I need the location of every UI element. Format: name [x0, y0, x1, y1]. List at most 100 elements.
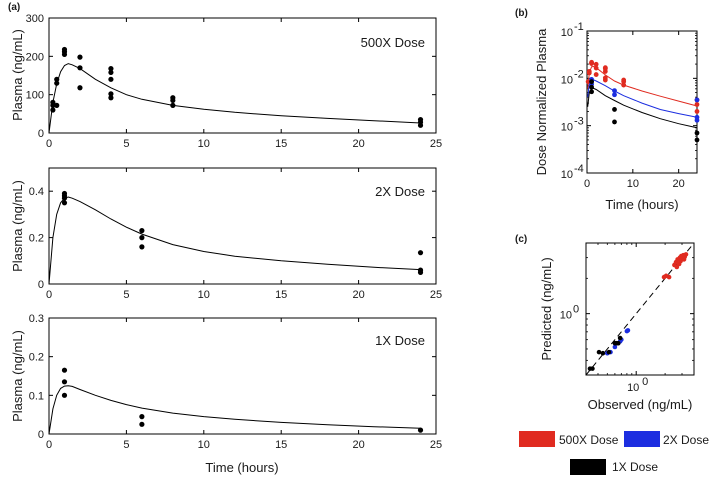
data-point [108, 76, 114, 82]
y-tick-label: 0.2 [29, 352, 44, 364]
model-curve [48, 63, 421, 134]
x-tick-label: 20 [352, 439, 364, 451]
x-tick-label: 0 [46, 289, 52, 301]
data-points [50, 46, 424, 128]
y-tick-label: 0 [38, 429, 44, 441]
data-point [61, 367, 68, 373]
y-tick-label: 200 [26, 51, 44, 63]
y-tick-label-base: 10 [561, 27, 573, 39]
plot-2x-dose: 0 5 10 15 20 25 0 0.2 0.4 2X Dose Plasma (ng/mL… [10, 167, 442, 301]
model-curve-line [48, 385, 421, 435]
data-point [108, 69, 114, 76]
panel-label-c: (c) [515, 234, 527, 245]
data-point-series-0 [593, 61, 599, 67]
data-point [61, 392, 68, 398]
model-curve-line [48, 196, 421, 285]
data-point-series-2 [612, 107, 617, 112]
x-ticks: 0 5 10 15 20 25 [46, 18, 442, 150]
axes-frame [48, 167, 437, 285]
plot-dose-normalized: 0 10 20 10 -410-310-210-1 Dose Normalized P… [534, 21, 700, 212]
x-ticks: 10 0 [585, 243, 695, 394]
x-tick-label: 5 [123, 289, 129, 301]
y-tick-label-exp: 0 [573, 304, 579, 316]
x-tick-label-exp: 0 [642, 376, 648, 388]
dose-annotation: 2X Dose [375, 184, 425, 199]
x-tick-label: 10 [627, 178, 639, 190]
plot-observed-vs-predicted: 10 0 10 0 Predicted (ng/mL) Observed (ng/m… [539, 242, 695, 412]
x-tick-label: 5 [123, 138, 129, 150]
data-point [139, 228, 145, 234]
y-tick-label: 10 -4 [561, 163, 584, 181]
x-tick-label: 15 [275, 138, 287, 150]
model-curve-2 [587, 87, 698, 129]
y-tick-label-base: 10 [561, 122, 573, 134]
model-curve-line [48, 63, 421, 134]
data-point [417, 427, 424, 433]
data-point [77, 85, 83, 91]
data-point-series-2 [615, 340, 621, 346]
legend-item-2x: 2X Dose [624, 431, 709, 447]
x-tick-label: 15 [275, 289, 287, 301]
data-point [108, 95, 114, 101]
axes-frame [48, 317, 437, 435]
data-point [61, 46, 68, 53]
y-ticks: 10 0 [560, 242, 694, 376]
x-tick-label: 0 [46, 439, 52, 451]
x-tick-label-base: 10 [627, 382, 639, 394]
y-tick-label: 0.3 [29, 313, 44, 325]
y-axis-label: Plasma (ng/mL) [10, 180, 25, 272]
data-point [139, 235, 145, 241]
y-tick-label: 0 [38, 128, 44, 140]
axes-frame [585, 242, 695, 376]
x-ticks: 0 5 10 15 20 25 [46, 168, 442, 301]
x-ticks: 0 5 10 15 20 25 [46, 318, 442, 451]
panel-label-b: (b) [515, 8, 528, 19]
data-point-series-2 [590, 366, 595, 371]
data-point-series-0 [585, 79, 591, 85]
x-tick-label: 10 [198, 138, 210, 150]
data-point-series-2 [694, 137, 700, 143]
data-point-series-2 [600, 350, 606, 356]
y-tick-label: 0.4 [29, 186, 44, 198]
y-tick-label-exp: -2 [574, 68, 584, 80]
data-point-series-2 [589, 89, 594, 95]
data-point-series-0 [602, 65, 608, 71]
x-tick-label: 25 [430, 439, 442, 451]
data-point-series-0 [586, 69, 592, 74]
legend: 500X Dose 2X Dose 1X Dose [519, 431, 709, 475]
model-curve-1 [587, 79, 698, 118]
data-point [108, 91, 114, 97]
x-axis-label: Time (hours) [205, 460, 278, 475]
y-tick-label: 10 -1 [561, 21, 584, 39]
y-tick-label-base: 10 [560, 310, 572, 322]
y-tick-label: 100 [26, 90, 44, 102]
data-point-series-0 [683, 252, 689, 257]
data-point-series-2 [589, 84, 594, 90]
data-point [54, 76, 60, 82]
data-point-series-1 [694, 114, 700, 120]
data-point-series-0 [593, 72, 599, 77]
x-tick-label: 10 [198, 439, 210, 451]
legend-swatch-500x [519, 431, 555, 447]
y-tick-label: 10-3 [561, 116, 584, 134]
x-tick-label: 5 [123, 439, 129, 451]
x-tick-label: 15 [275, 439, 287, 451]
dose-annotation: 500X Dose [361, 35, 425, 50]
data-point-series-0 [694, 109, 700, 114]
data-point [139, 421, 145, 427]
data-point-series-0 [589, 59, 594, 65]
x-tick-label: 10 [198, 289, 210, 301]
data-point [417, 250, 424, 256]
legend-swatch-2x [624, 431, 660, 447]
data-points [587, 252, 689, 371]
x-axis-label: Observed (ng/mL) [588, 397, 693, 412]
y-axis-label: Predicted (ng/mL) [539, 257, 554, 360]
data-point-series-0 [694, 102, 700, 107]
data-point [54, 80, 60, 86]
y-tick-label: 0.2 [29, 233, 44, 245]
data-point [170, 102, 176, 108]
model-curve [48, 385, 421, 435]
plot-1x-dose: 0 5 10 15 20 25 0 0.1 0.2 0.3 1X Dose Plasma (ng… [10, 313, 442, 475]
data-point [417, 116, 424, 123]
y-tick-label: 0.1 [29, 390, 44, 402]
